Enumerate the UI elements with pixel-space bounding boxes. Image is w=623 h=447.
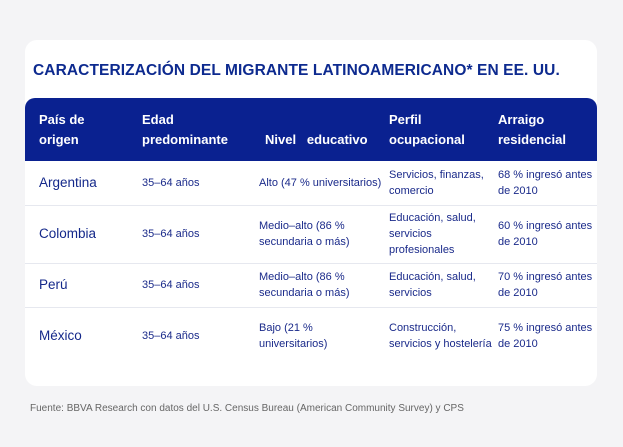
table-card [25, 40, 597, 386]
table-row: México 35–64 años Bajo (21 % universitario… [25, 307, 597, 365]
header-perfil: Perfil ocupacional [389, 112, 465, 147]
cell-pais: Perú [39, 277, 68, 292]
table-title: CARACTERIZACIÓN DEL MIGRANTE LATINOAMERI… [33, 62, 560, 79]
source-note: Fuente: BBVA Research con datos del U.S.… [30, 403, 464, 414]
cell-perfil: Educación, salud, servicios [389, 271, 476, 299]
table-row: Perú 35–64 años Medio–alto (86 % secundari… [25, 263, 597, 308]
table-header: País de origen Edad predominante Nivel e… [25, 98, 597, 161]
cell-nivel: Bajo (21 % universitarios) [259, 322, 328, 350]
cell-arraigo: 75 % ingresó antes de 2010 [498, 322, 593, 350]
cell-edad: 35–64 años [142, 177, 200, 189]
cell-edad: 35–64 años [142, 228, 200, 240]
header-nivel: Nivel educativo [265, 132, 368, 147]
cell-pais: Colombia [39, 226, 97, 241]
cell-nivel: Medio–alto (86 % secundaria o más) [259, 271, 350, 299]
cell-perfil: Construcción, servicios y hostelería [389, 322, 492, 350]
header-arraigo: Arraigo residencial [498, 112, 566, 147]
cell-perfil: Servicios, finanzas, comercio [389, 169, 484, 197]
table-row: Argentina 35–64 años Alto (47 % universita… [25, 161, 597, 206]
table-row: Colombia 35–64 años Medio–alto (86 % secun… [25, 205, 597, 264]
cell-pais: Argentina [39, 175, 97, 190]
cell-nivel: Alto (47 % universitarios) [259, 177, 382, 189]
cell-nivel: Medio–alto (86 % secundaria o más) [259, 220, 350, 248]
cell-pais: México [39, 328, 82, 343]
header-pais: País de origen [39, 112, 85, 147]
cell-edad: 35–64 años [142, 330, 200, 342]
cell-arraigo: 70 % ingresó antes de 2010 [498, 271, 593, 299]
cell-arraigo: 68 % ingresó antes de 2010 [498, 169, 593, 197]
cell-perfil: Educación, salud, servicios profesionale… [389, 212, 476, 256]
cell-arraigo: 60 % ingresó antes de 2010 [498, 220, 593, 248]
header-edad: Edad predominante [142, 112, 228, 147]
cell-edad: 35–64 años [142, 279, 200, 291]
